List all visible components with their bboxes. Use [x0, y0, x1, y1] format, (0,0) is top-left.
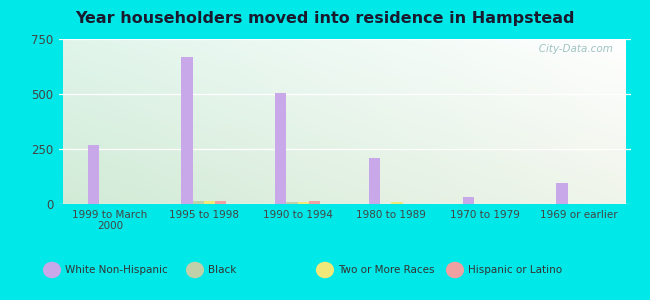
Text: Black: Black	[208, 265, 237, 275]
Bar	[181, 57, 192, 204]
Bar	[204, 201, 215, 204]
Bar	[391, 202, 402, 204]
Text: Two or More Races: Two or More Races	[338, 265, 434, 275]
Bar	[88, 145, 99, 204]
Bar	[275, 93, 287, 204]
Bar	[369, 158, 380, 204]
Text: Year householders moved into residence in Hampstead: Year householders moved into residence i…	[75, 11, 575, 26]
Bar	[215, 201, 226, 204]
Bar	[192, 201, 204, 204]
Bar	[298, 202, 309, 204]
Bar	[309, 201, 320, 204]
Text: City-Data.com: City-Data.com	[530, 44, 614, 54]
Bar	[463, 197, 474, 204]
Text: White Non-Hispanic: White Non-Hispanic	[65, 265, 168, 275]
Text: Hispanic or Latino: Hispanic or Latino	[468, 265, 562, 275]
Bar	[556, 183, 567, 204]
Bar	[287, 202, 298, 204]
